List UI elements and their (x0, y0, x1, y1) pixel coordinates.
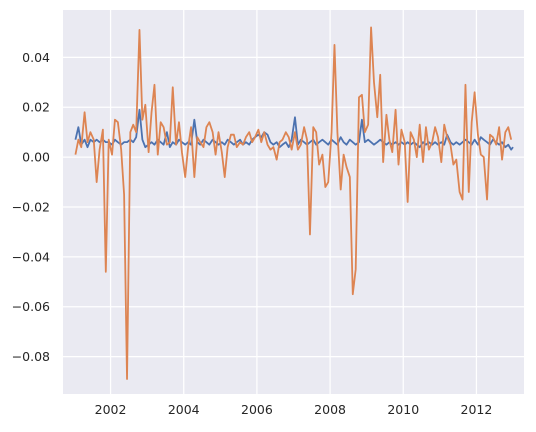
x-tick-label: 2002 (95, 402, 127, 417)
y-tick-label: −0.06 (12, 299, 50, 314)
y-axis: 0.04 0.02 0.00 −0.02 −0.04 −0.06 −0.08 (12, 50, 50, 364)
y-tick-label: 0.04 (22, 50, 50, 65)
x-tick-label: 2012 (461, 402, 493, 417)
x-tick-label: 2010 (387, 402, 419, 417)
series-group (74, 26, 514, 380)
series-line-2 (74, 26, 513, 380)
x-tick-label: 2006 (241, 402, 273, 417)
grid-lines (63, 10, 524, 394)
y-tick-label: −0.02 (12, 199, 50, 214)
y-tick-label: 0.00 (22, 150, 50, 165)
x-tick-label: 2004 (168, 402, 200, 417)
y-tick-label: −0.08 (12, 349, 50, 364)
x-tick-label: 2008 (314, 402, 346, 417)
y-tick-label: −0.04 (12, 249, 50, 264)
x-axis: 2002 2004 2006 2008 2010 2012 (95, 402, 493, 417)
y-tick-label: 0.02 (22, 100, 50, 115)
plot-area (63, 10, 524, 394)
